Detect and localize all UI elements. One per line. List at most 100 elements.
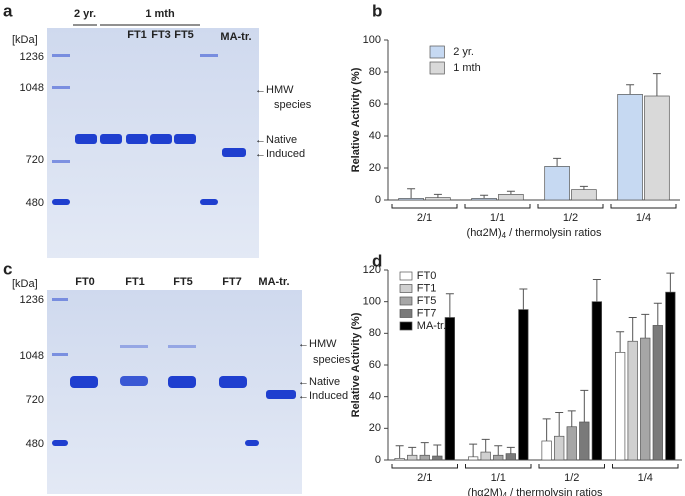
- lane-label: FT7: [222, 276, 242, 288]
- error-bar: [555, 412, 564, 437]
- bar: [579, 421, 590, 461]
- error-bar: [407, 188, 416, 199]
- bar: [591, 301, 602, 461]
- y-tick-label: 120: [363, 264, 381, 276]
- category-bracket: [464, 204, 531, 209]
- marker-label: 480: [26, 438, 44, 450]
- error-bar: [652, 73, 661, 96]
- x-axis-label-part: (hα2M): [467, 227, 502, 239]
- bar: [554, 435, 565, 461]
- x-tick-label: 2/1: [417, 472, 432, 484]
- error-bar: [580, 389, 589, 422]
- error-bar: [616, 331, 625, 353]
- error-bar: [420, 442, 429, 456]
- lane-label: FT1: [125, 276, 145, 288]
- bar: [407, 454, 418, 461]
- x-axis-label: (hα2M)4 / thermolysin ratios: [468, 487, 603, 496]
- bar: [566, 426, 577, 461]
- error-bar: [433, 193, 442, 198]
- marker-label: 1236: [20, 294, 44, 306]
- x-axis-label: (hα2M)4 / thermolysin ratios: [467, 227, 602, 240]
- unit-label: [kDa]: [12, 278, 38, 290]
- annotation: species: [274, 99, 312, 111]
- category-bracket: [538, 464, 605, 469]
- x-axis-label-part: (hα2M): [468, 487, 503, 496]
- bar: [419, 454, 430, 461]
- annotation: ←Native: [255, 134, 297, 146]
- error-bar: [592, 279, 601, 302]
- bar: [541, 440, 552, 461]
- y-tick-label: 20: [369, 422, 381, 434]
- error-bar: [480, 194, 489, 199]
- gel-bands: [52, 298, 296, 446]
- annotation: ←Induced: [255, 148, 305, 160]
- legend-label: MA-tr.: [417, 320, 446, 332]
- bar: [571, 189, 597, 201]
- marker-label: 720: [26, 394, 44, 406]
- legend-label: FT5: [417, 295, 437, 307]
- bar: [468, 456, 479, 461]
- error-bar: [469, 443, 478, 457]
- error-bar: [666, 272, 675, 293]
- legend-swatch: [429, 61, 445, 75]
- bar: [652, 325, 663, 461]
- group-label: 1 mth: [145, 8, 175, 20]
- x-tick-label: 2/1: [417, 212, 432, 224]
- annotation: species: [313, 354, 351, 366]
- category-bracket: [465, 464, 532, 469]
- legend-label: 2 yr.: [453, 46, 474, 58]
- legend-swatch: [399, 271, 413, 281]
- annotation: ←HMW: [298, 338, 337, 350]
- lane-label: FT3: [151, 29, 171, 41]
- y-tick-label: 0: [375, 194, 381, 206]
- legend-swatch: [429, 45, 445, 59]
- category-bracket: [610, 204, 677, 209]
- bar: [444, 317, 455, 461]
- category-bracket: [391, 464, 458, 469]
- annotation: ←Induced: [298, 390, 348, 402]
- y-tick-label: 40: [369, 391, 381, 403]
- x-tick-label: 1/4: [636, 212, 651, 224]
- bar: [627, 340, 638, 461]
- y-axis-label: Relative Activity (%): [350, 312, 362, 417]
- x-axis-label-part: 4: [503, 491, 508, 496]
- panel-label: a: [3, 1, 13, 20]
- marker-label: 1048: [20, 350, 44, 362]
- legend-label: FT1: [417, 282, 437, 294]
- x-tick-label: 1/1: [491, 472, 506, 484]
- lane-label: FT5: [173, 276, 193, 288]
- error-bar: [433, 444, 442, 457]
- legend-swatch: [399, 296, 413, 306]
- x-axis-label-part: / thermolysin ratios: [507, 487, 603, 496]
- marker-label: 1236: [20, 51, 44, 63]
- panel-label: b: [372, 1, 382, 20]
- panel-label: d: [372, 251, 382, 270]
- legend-swatch: [399, 284, 413, 293]
- bar: [640, 337, 651, 461]
- gel-bands: [52, 54, 246, 205]
- bar: [425, 197, 451, 201]
- x-axis-label-part: 4: [502, 231, 507, 240]
- legend-label: FT7: [417, 307, 437, 319]
- legend-label: FT0: [417, 270, 437, 282]
- bar: [432, 455, 443, 461]
- category-bracket: [537, 204, 604, 209]
- x-axis-label-part: / thermolysin ratios: [506, 227, 602, 239]
- legend-swatch: [399, 309, 413, 318]
- error-bar: [408, 446, 417, 456]
- error-bar: [445, 293, 454, 318]
- category-bracket: [612, 464, 679, 469]
- error-bar: [628, 317, 637, 342]
- y-tick-label: 60: [369, 98, 381, 110]
- bar: [544, 166, 570, 201]
- bar: [471, 198, 497, 201]
- error-bar: [506, 190, 515, 195]
- bar: [493, 454, 504, 461]
- bar: [615, 351, 626, 461]
- error-bar: [579, 185, 588, 190]
- y-tick-label: 100: [363, 296, 381, 308]
- error-bar: [395, 445, 404, 459]
- bar: [394, 458, 405, 461]
- x-tick-label: 1/2: [563, 212, 578, 224]
